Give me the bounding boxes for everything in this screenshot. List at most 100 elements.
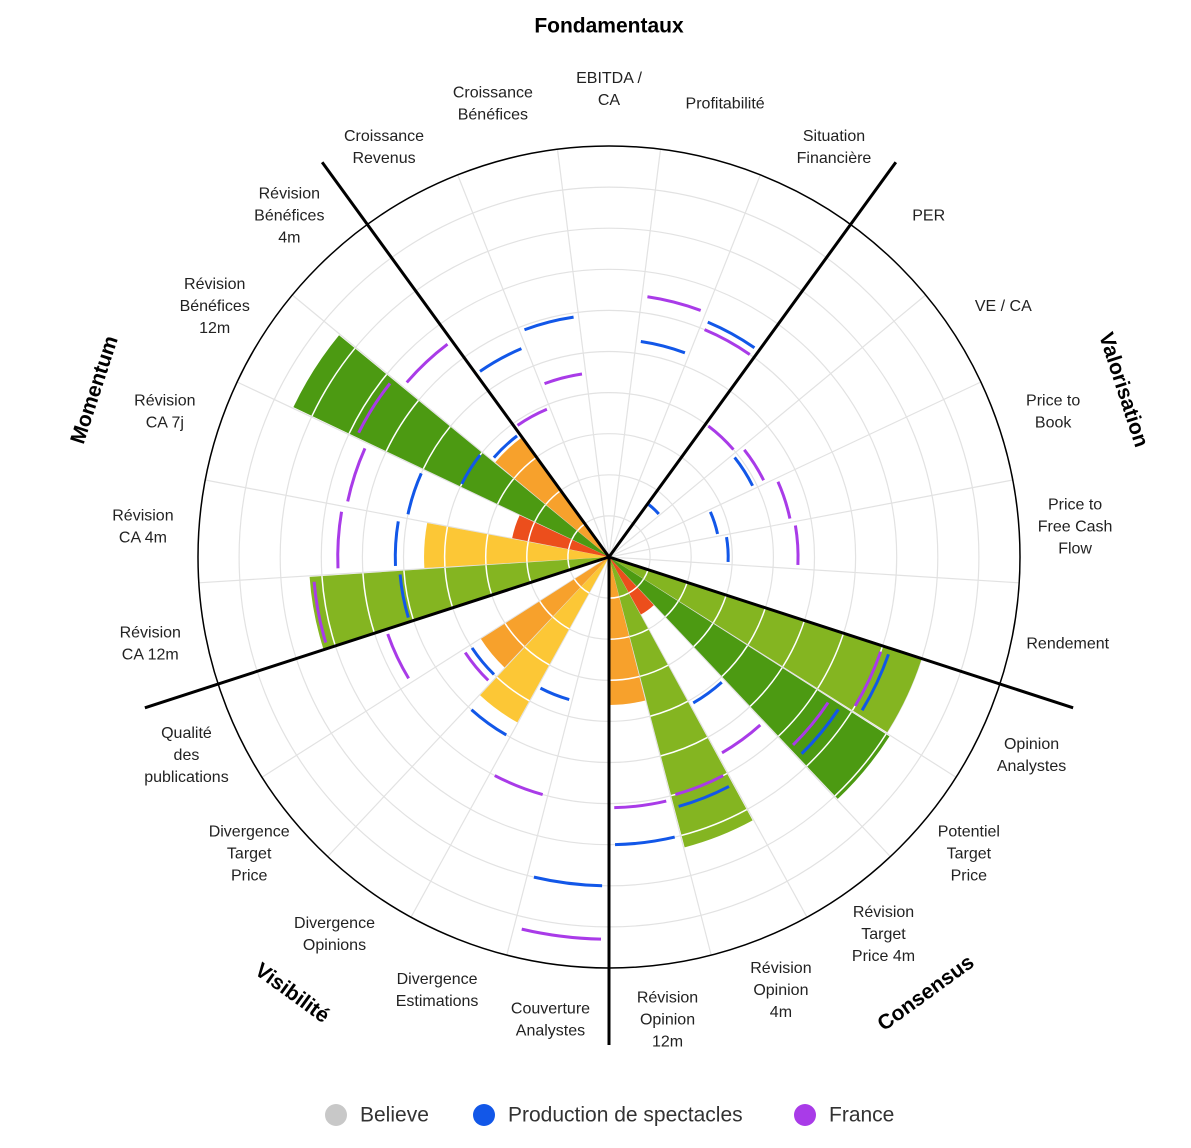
bar-divider	[321, 576, 336, 646]
grid-spoke	[608, 556, 1020, 584]
category-label: Révision CA 12m	[120, 625, 181, 664]
level-arc	[743, 448, 765, 481]
level-arc	[312, 581, 328, 643]
category-label-line: Révision	[112, 508, 173, 525]
category-label-line: 4m	[770, 1004, 792, 1021]
grid-spoke	[291, 294, 610, 558]
level-arc	[800, 708, 840, 755]
legend-label: France	[829, 1104, 894, 1127]
bar-divider	[524, 646, 550, 666]
legend-swatch	[794, 1104, 816, 1126]
grid-spoke	[608, 556, 712, 956]
grid-spoke	[261, 556, 610, 778]
category-label-line: Révision	[184, 276, 245, 293]
category-label: Révision Bénéfices 12m	[180, 276, 250, 337]
level-arc	[533, 875, 603, 888]
legend-label: Believe	[360, 1104, 429, 1127]
category-label: Révision Target Price 4m	[852, 904, 915, 965]
category-label: PER	[912, 208, 945, 225]
category-label: Opinion Analystes	[997, 736, 1066, 775]
level-arc	[398, 574, 410, 619]
bar-divider	[422, 426, 451, 470]
category-label-line: Opinion	[1004, 736, 1059, 753]
level-arc	[386, 633, 410, 680]
category-label: Potentiel Target Price	[938, 824, 1000, 885]
level-arc	[346, 447, 367, 502]
category-label-line: Target	[947, 846, 992, 863]
bar-divider	[628, 586, 638, 594]
category-label-line: publications	[144, 769, 229, 786]
category-label-line: Flow	[1058, 541, 1092, 558]
level-arc	[640, 340, 686, 355]
bar-divider	[403, 570, 415, 621]
outer-ring	[197, 145, 1021, 969]
bar-divider	[681, 808, 748, 837]
grid-spoke	[205, 479, 610, 558]
bar-divider	[636, 578, 645, 588]
category-label-line: Bénéfices	[180, 298, 250, 315]
category-label: Situation Financière	[797, 128, 872, 167]
bar-divider	[650, 700, 689, 717]
category-label-line: Bénéfices	[254, 208, 324, 225]
bar-divider	[567, 549, 570, 560]
category-label-line: Opinion	[640, 1012, 695, 1029]
bar-divider	[693, 623, 714, 648]
category-label: Qualité des publications	[144, 725, 229, 786]
category-label-line: Revenus	[352, 150, 415, 167]
category-label-line: Révision	[120, 625, 181, 642]
category-label-line: Target	[227, 846, 272, 863]
level-arc	[791, 701, 830, 747]
category-label-line: Divergence	[397, 971, 478, 988]
grid-spoke	[608, 556, 808, 918]
category-label-line: Révision	[750, 960, 811, 977]
category-label-line: 12m	[652, 1034, 683, 1051]
level-arc	[516, 407, 548, 427]
category-label-line: Opinion	[753, 982, 808, 999]
bar-divider	[567, 539, 573, 550]
grid-spoke	[556, 149, 610, 558]
bar-divider	[782, 620, 805, 667]
bar	[609, 557, 890, 799]
category-label-line: Price to	[1048, 497, 1102, 514]
group-divider	[144, 555, 610, 710]
bar-divider	[639, 664, 669, 678]
category-label-line: 12m	[199, 320, 230, 337]
bar-divider	[385, 399, 420, 452]
group-label: Fondamentaux	[534, 15, 684, 38]
bar-divider	[348, 373, 388, 434]
grid-spoke	[236, 381, 610, 558]
level-arc	[494, 774, 544, 796]
category-label-line: Free Cash	[1038, 519, 1113, 536]
bar-divider	[834, 733, 887, 797]
bar-divider	[526, 541, 529, 562]
category-label: Price to Free Cash Flow	[1038, 497, 1113, 558]
grid-spoke	[608, 556, 891, 858]
grid-spoke	[608, 294, 927, 558]
grid-spoke	[327, 556, 610, 858]
level-arc	[725, 536, 730, 563]
category-label-line: des	[174, 747, 200, 764]
bar	[480, 557, 609, 723]
category-label-line: Qualité	[161, 725, 212, 742]
category-label: Croissance Revenus	[344, 128, 424, 167]
bar-divider	[629, 628, 649, 638]
level-arc	[776, 481, 792, 519]
bar	[480, 557, 609, 668]
category-label-line: Couverture	[511, 1001, 590, 1018]
category-label: Divergence Target Price	[209, 824, 290, 885]
level-arc	[733, 456, 754, 487]
category-label-line: Analystes	[516, 1023, 585, 1040]
bar-divider	[443, 526, 449, 567]
bar-divider	[504, 623, 525, 648]
grid-spoke	[506, 556, 610, 956]
level-arc	[521, 927, 602, 941]
bar-divider	[817, 633, 844, 689]
category-label-line: Divergence	[294, 915, 375, 932]
category-label-line: PER	[912, 208, 945, 225]
bar-divider	[539, 600, 554, 618]
category-label-line: Price 4m	[852, 948, 915, 965]
category-label-line: VE / CA	[975, 298, 1032, 315]
bar-divider	[496, 478, 515, 505]
bar-divider	[552, 616, 570, 630]
